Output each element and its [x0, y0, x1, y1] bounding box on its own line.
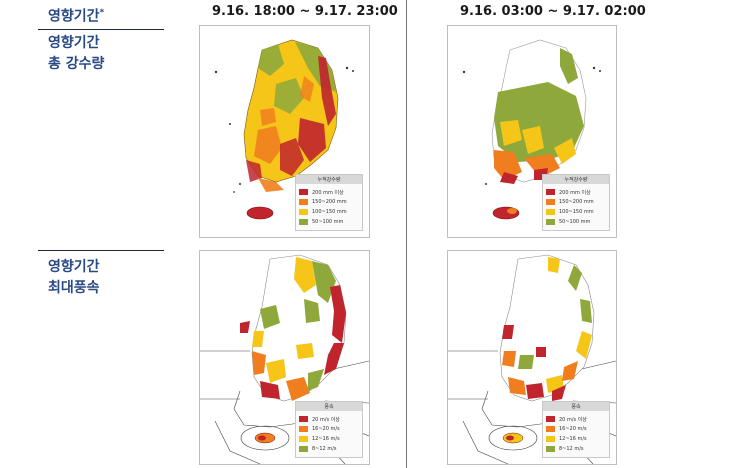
- legend-swatch: [299, 436, 308, 442]
- legend-item: 8~12 m/s: [299, 444, 359, 454]
- legend-swatch: [299, 446, 308, 452]
- rain-legend: 누적강수량 200 mm 이상 150~200 mm 100~150 mm 50…: [295, 174, 363, 231]
- wind-legend: 풍속 20 m/s 이상 16~20 m/s 12~16 m/s 8~12 m/…: [542, 401, 610, 458]
- legend-item: 100~150 mm: [546, 207, 606, 217]
- legend-item: 50~100 mm: [546, 217, 606, 227]
- legend-item: 8~12 m/s: [546, 444, 606, 454]
- korea-peninsula-map: [462, 39, 601, 220]
- legend-swatch: [546, 426, 555, 432]
- legend-item: 150~200 mm: [546, 197, 606, 207]
- legend-swatch: [546, 446, 555, 452]
- legend-title: 누적강수량: [296, 175, 362, 184]
- column-divider: [406, 0, 407, 468]
- legend-item: 12~16 m/s: [299, 434, 359, 444]
- rain-map-left: 누적강수량 200 mm 이상 150~200 mm 100~150 mm 50…: [199, 25, 370, 238]
- legend-item: 150~200 mm: [299, 197, 359, 207]
- korea-peninsula-map: [499, 254, 595, 444]
- legend-swatch: [546, 436, 555, 442]
- rain-legend: 누적강수량 200 mm 이상 150~200 mm 100~150 mm 50…: [542, 174, 610, 231]
- legend-item: 50~100 mm: [299, 217, 359, 227]
- period-right: 9.16. 03:00 ~ 9.17. 02:00: [460, 4, 646, 19]
- legend-item: 200 mm 이상: [546, 187, 606, 197]
- legend-title: 누적강수량: [543, 175, 609, 184]
- divider-middle: [38, 250, 164, 251]
- legend-item: 100~150 mm: [299, 207, 359, 217]
- legend-swatch: [299, 209, 308, 215]
- korea-peninsula-map: [214, 39, 354, 220]
- period-left: 9.16. 18:00 ~ 9.17. 23:00: [212, 4, 398, 19]
- legend-item: 200 mm 이상: [299, 187, 359, 197]
- legend-swatch: [299, 416, 308, 422]
- wind-legend: 풍속 20 m/s 이상 16~20 m/s 12~16 m/s 8~12 m/…: [295, 401, 363, 458]
- legend-swatch: [299, 199, 308, 205]
- korea-peninsula-map: [240, 254, 347, 444]
- legend-swatch: [546, 189, 555, 195]
- legend-title: 풍속: [296, 402, 362, 411]
- header-label: 영향기간*: [48, 8, 105, 25]
- legend-swatch: [299, 219, 308, 225]
- legend-item: 20 m/s 이상: [299, 414, 359, 424]
- legend-swatch: [546, 209, 555, 215]
- legend-swatch: [299, 189, 308, 195]
- divider-top: [38, 29, 164, 30]
- legend-item: 16~20 m/s: [546, 424, 606, 434]
- legend-swatch: [546, 199, 555, 205]
- legend-title: 풍속: [543, 402, 609, 411]
- legend-item: 16~20 m/s: [299, 424, 359, 434]
- row-labels: 영향기간* 영향기간 총 강수량 영향기간 최대풍속: [0, 0, 175, 468]
- legend-item: 12~16 m/s: [546, 434, 606, 444]
- wind-map-left: 풍속 20 m/s 이상 16~20 m/s 12~16 m/s 8~12 m/…: [199, 250, 370, 465]
- legend-item: 20 m/s 이상: [546, 414, 606, 424]
- legend-swatch: [546, 416, 555, 422]
- rain-row-label: 영향기간 총 강수량: [48, 35, 105, 72]
- legend-swatch: [299, 426, 308, 432]
- legend-swatch: [546, 219, 555, 225]
- wind-row-label: 영향기간 최대풍속: [48, 259, 100, 296]
- wind-map-right: 풍속 20 m/s 이상 16~20 m/s 12~16 m/s 8~12 m/…: [447, 250, 617, 465]
- rain-map-right: 누적강수량 200 mm 이상 150~200 mm 100~150 mm 50…: [447, 25, 617, 238]
